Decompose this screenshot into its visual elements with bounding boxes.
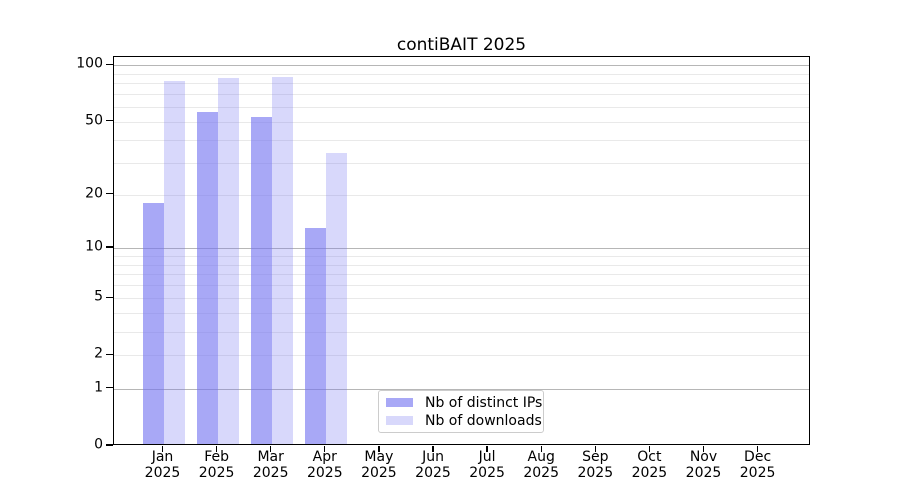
gridline-minor-90 xyxy=(114,73,809,75)
x-tick-label-dec: Dec xyxy=(744,449,772,465)
bar-downloads-apr xyxy=(325,152,347,444)
x-tick-mark-oct xyxy=(648,446,651,452)
x-tick-mark-mar xyxy=(270,446,272,452)
gridline-minor-3 xyxy=(114,331,809,333)
y-tick-label-1: 1 xyxy=(94,379,103,396)
plot-area xyxy=(113,56,810,445)
legend-swatch-distinct-ips xyxy=(386,398,413,407)
x-tick-year-may: 2025 xyxy=(361,465,397,481)
x-tick-label-mar: Mar xyxy=(257,449,284,465)
y-tick-label-50: 50 xyxy=(85,111,103,128)
x-tick-year-nov: 2025 xyxy=(685,465,722,481)
gridline-minor-70 xyxy=(114,94,809,96)
gridline-minor-9 xyxy=(114,256,809,257)
chart-title: contiBAIT 2025 xyxy=(396,35,527,55)
legend-swatch-downloads xyxy=(386,416,413,425)
y-tick-label-20: 20 xyxy=(85,185,103,202)
gridline-minor-8 xyxy=(114,264,809,266)
y-tick-mark-5 xyxy=(106,296,113,298)
y-tick-label-10: 10 xyxy=(85,238,103,255)
x-tick-mark-apr xyxy=(324,446,326,452)
x-tick-year-jul: 2025 xyxy=(469,465,505,481)
x-tick-label-aug: Aug xyxy=(527,449,555,465)
gridline-minor-5 xyxy=(114,298,809,300)
gridline-minor-20 xyxy=(114,194,809,196)
x-tick-year-oct: 2025 xyxy=(631,465,668,481)
x-tick-year-sep: 2025 xyxy=(577,465,614,481)
x-tick-label-may: May xyxy=(364,449,394,465)
x-tick-label-sep: Sep xyxy=(582,449,609,465)
y-tick-mark-1 xyxy=(106,387,113,389)
x-tick-year-apr: 2025 xyxy=(306,465,343,481)
x-tick-mark-jun xyxy=(432,446,434,452)
x-tick-mark-feb xyxy=(215,446,218,452)
y-tick-mark-50 xyxy=(106,119,113,122)
y-tick-label-100: 100 xyxy=(76,55,103,72)
y-tick-mark-2 xyxy=(106,353,113,355)
gridline-major-10 xyxy=(114,248,809,250)
x-tick-mark-sep xyxy=(594,446,596,452)
x-tick-label-jul: Jul xyxy=(478,449,496,465)
gridline-minor-30 xyxy=(114,162,809,164)
x-tick-label-nov: Nov xyxy=(689,449,718,465)
gridline-major-1 xyxy=(114,388,809,390)
legend-label-distinct-ips: Nb of distinct IPs xyxy=(425,394,543,411)
legend: Nb of distinct IPs Nb of downloads xyxy=(378,390,544,433)
gridline-minor-80 xyxy=(114,83,809,85)
x-tick-mark-may xyxy=(378,446,380,452)
y-tick-mark-100 xyxy=(106,63,113,65)
legend-item-distinct-ips: Nb of distinct IPs xyxy=(386,395,543,411)
x-tick-label-jan: Jan xyxy=(151,449,174,465)
x-tick-mark-jul xyxy=(486,446,488,452)
y-tick-label-5: 5 xyxy=(94,288,103,305)
bar-downloads-jan xyxy=(163,81,185,444)
bar-downloads-mar xyxy=(271,77,293,444)
y-tick-mark-10 xyxy=(106,246,113,248)
y-tick-mark-20 xyxy=(106,193,113,195)
gridline-minor-60 xyxy=(114,106,809,108)
y-tick-label-2: 2 xyxy=(94,345,103,362)
legend-item-downloads: Nb of downloads xyxy=(386,413,543,429)
bar-distinct-ips-feb xyxy=(196,112,218,444)
gridline-major-100 xyxy=(114,65,809,67)
x-tick-label-feb: Feb xyxy=(204,449,229,465)
x-tick-mark-dec xyxy=(756,446,759,452)
y-tick-mark-0 xyxy=(106,444,113,446)
x-tick-mark-jan xyxy=(161,446,164,452)
gridline-minor-40 xyxy=(114,139,809,141)
gridline-minor-4 xyxy=(114,313,809,315)
legend-label-downloads: Nb of downloads xyxy=(425,412,542,429)
x-tick-label-apr: Apr xyxy=(312,449,337,465)
bar-distinct-ips-apr xyxy=(304,228,326,444)
x-tick-year-feb: 2025 xyxy=(198,465,235,481)
gridline-minor-7 xyxy=(114,274,809,276)
x-tick-mark-nov xyxy=(702,446,705,452)
gridline-minor-50 xyxy=(114,121,809,123)
x-tick-year-aug: 2025 xyxy=(523,465,560,481)
y-tick-label-0: 0 xyxy=(94,436,103,453)
x-tick-label-oct: Oct xyxy=(637,449,662,465)
gridline-minor-6 xyxy=(114,285,809,287)
x-tick-year-jun: 2025 xyxy=(415,465,451,481)
x-tick-year-dec: 2025 xyxy=(739,465,776,481)
bar-distinct-ips-jan xyxy=(142,203,164,444)
bar-distinct-ips-mar xyxy=(250,116,272,444)
x-tick-label-jun: Jun xyxy=(422,449,444,465)
x-tick-year-jan: 2025 xyxy=(144,465,181,481)
x-tick-year-mar: 2025 xyxy=(252,465,289,481)
gridline-minor-2 xyxy=(114,355,809,357)
bar-downloads-feb xyxy=(217,78,239,444)
x-tick-mark-aug xyxy=(540,446,542,452)
